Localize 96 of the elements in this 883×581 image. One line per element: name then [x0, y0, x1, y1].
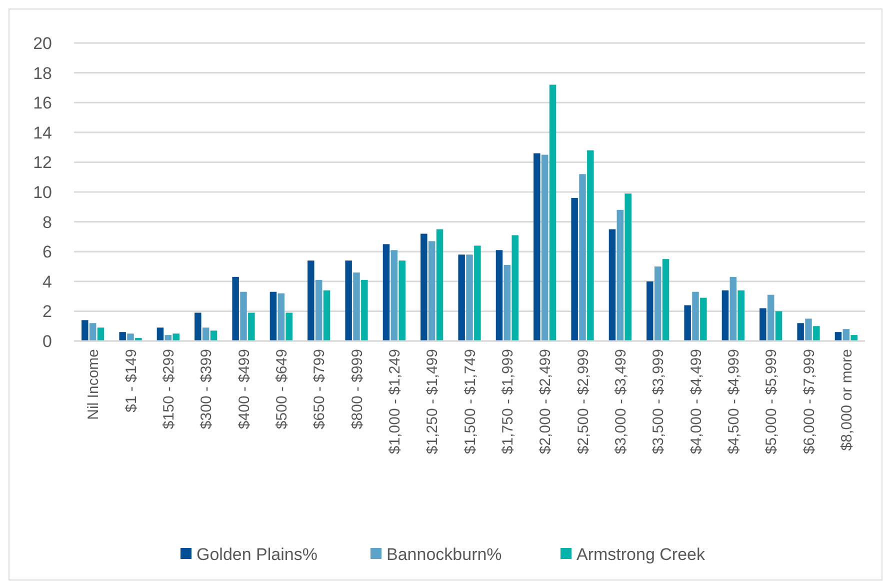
x-tick-label: $8,000 or more — [838, 349, 856, 451]
bar — [278, 293, 285, 341]
bar — [684, 305, 691, 341]
bar — [805, 318, 812, 341]
bar — [496, 250, 503, 341]
bar — [353, 272, 360, 341]
y-tick-label: 2 — [42, 302, 52, 322]
bar — [692, 292, 699, 341]
y-tick-label: 18 — [33, 64, 52, 83]
bar — [323, 290, 330, 341]
bar — [398, 260, 406, 341]
x-tick-label: $1,250 - $1,499 — [424, 349, 442, 454]
bar — [775, 311, 782, 341]
bar — [813, 326, 820, 341]
bar — [82, 320, 88, 341]
bar — [308, 260, 314, 341]
y-tick-label: 14 — [33, 123, 52, 142]
bar — [172, 334, 180, 341]
bar — [390, 250, 398, 341]
x-tick-label: $4,500 - $4,999 — [725, 349, 742, 454]
bar — [458, 254, 465, 341]
bar — [654, 266, 662, 341]
x-tick-label: $1,750 - $1,999 — [499, 349, 516, 454]
x-tick-label: $400 - $499 — [236, 349, 253, 430]
bar — [382, 244, 390, 341]
bar — [248, 312, 255, 341]
bar — [119, 332, 126, 341]
bar — [286, 312, 292, 341]
y-tick-label: 0 — [42, 332, 52, 351]
bar — [232, 276, 239, 341]
bar — [504, 265, 511, 341]
y-tick-label: 16 — [33, 94, 52, 113]
bar — [579, 174, 586, 341]
bar — [466, 254, 473, 341]
x-tick-label: $500 - $649 — [273, 349, 290, 430]
bar — [315, 280, 322, 341]
x-tick-label: $800 - $999 — [348, 349, 366, 430]
bar — [474, 246, 481, 341]
bar — [541, 154, 548, 341]
bar — [571, 198, 578, 341]
bar — [202, 328, 210, 341]
x-tick-label: $2,500 - $2,999 — [574, 349, 592, 454]
x-tick-label: $4,000 - $4,499 — [688, 349, 705, 454]
bar — [194, 312, 202, 341]
bar — [345, 260, 352, 341]
x-tick-label: $2,000 - $2,499 — [537, 349, 554, 454]
bar — [767, 294, 774, 341]
bar — [624, 193, 632, 341]
x-tick-label: $1 - $149 — [122, 349, 140, 412]
bar — [797, 323, 804, 341]
x-tick-label: $1,500 - $1,749 — [462, 349, 479, 454]
bar — [587, 150, 594, 341]
legend-label: Armstrong Creek — [576, 544, 706, 564]
x-tick-label: $300 - $399 — [198, 349, 216, 430]
bar — [730, 276, 737, 341]
x-tick-label: $6,000 - $7,999 — [800, 349, 818, 454]
x-tick-label: $150 - $299 — [160, 349, 178, 430]
bar — [534, 153, 540, 341]
legend-label: Bannockburn% — [386, 544, 502, 564]
x-tick-label: $3,500 - $3,999 — [650, 349, 668, 454]
bar — [270, 292, 277, 341]
bar — [89, 323, 96, 341]
bar — [436, 229, 444, 341]
bar — [646, 281, 654, 341]
legend-label: Golden Plains% — [196, 544, 318, 564]
bar — [722, 290, 729, 341]
bar — [850, 335, 858, 341]
x-tick-label: $3,000 - $3,499 — [612, 349, 630, 454]
x-tick-label: $1,000 - $1,249 — [386, 349, 404, 454]
bar — [512, 235, 518, 341]
y-tick-label: 20 — [33, 34, 52, 53]
y-tick-label: 4 — [42, 272, 52, 292]
x-tick-label: $650 - $799 — [311, 349, 328, 430]
bar — [156, 328, 164, 341]
bar — [428, 241, 436, 341]
bar — [662, 259, 670, 341]
bar — [608, 229, 616, 341]
x-tick-label: Nil Income — [85, 349, 102, 420]
bar — [842, 329, 850, 341]
bar — [760, 308, 766, 341]
bar — [700, 298, 707, 341]
bar — [834, 332, 842, 341]
y-tick-label: 6 — [42, 242, 52, 262]
bar — [420, 234, 428, 341]
bar — [738, 290, 744, 341]
bar — [616, 210, 624, 341]
bar — [210, 330, 218, 341]
x-tick-label: $5,000 - $5,999 — [763, 349, 780, 454]
bar — [240, 292, 247, 341]
y-tick-label: 8 — [42, 212, 52, 232]
y-tick-label: 12 — [33, 153, 52, 172]
bar — [549, 84, 556, 341]
bar — [361, 280, 368, 341]
bar — [127, 334, 134, 341]
bar — [97, 328, 104, 341]
y-tick-label: 10 — [33, 182, 52, 202]
